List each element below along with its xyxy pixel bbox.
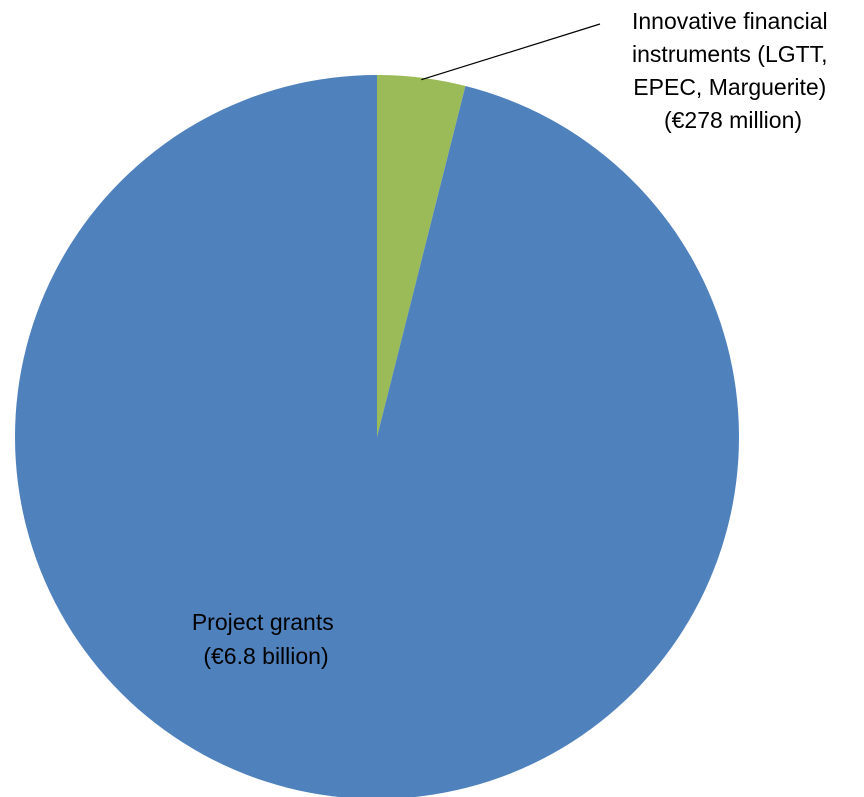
slice-label-line: EPEC, Marguerite) [633, 74, 826, 100]
slice-label-project-grants: Project grants (€6.8 billion) [192, 609, 340, 669]
slices [15, 75, 739, 797]
pie-slice-1 [15, 75, 739, 797]
slice-label-line: (€278 million) [664, 107, 802, 133]
slice-label-line: Innovative financial [632, 8, 828, 34]
slice-label-line: (€6.8 billion) [203, 643, 328, 669]
leader-line [421, 23, 601, 81]
pie-slice-0 [377, 75, 466, 437]
slice-label-line: Project grants [192, 609, 334, 635]
slice-label-innovative-financial-instruments: Innovative financial instruments (LGTT, … [632, 8, 834, 133]
slice-label-line: instruments (LGTT, [632, 41, 828, 67]
